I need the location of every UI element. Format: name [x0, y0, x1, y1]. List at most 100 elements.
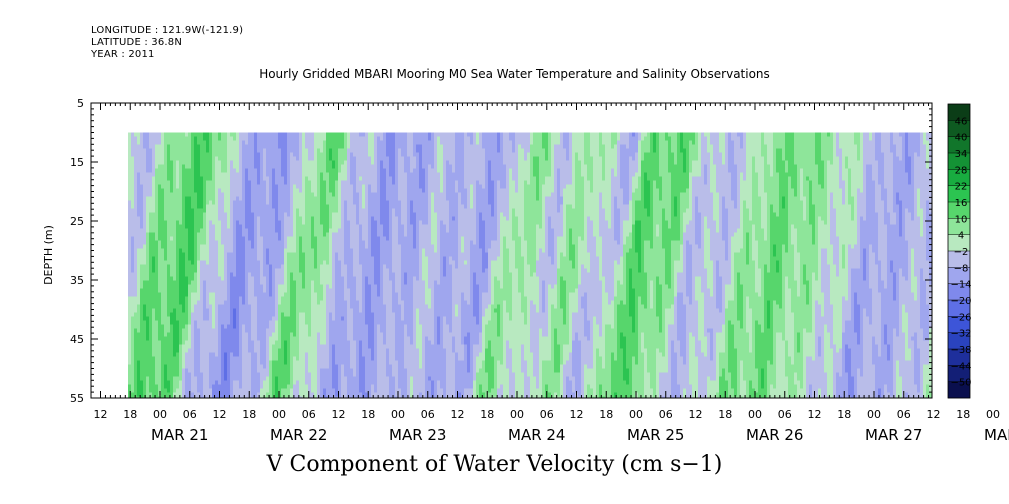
- heatmap-cell: [317, 205, 321, 210]
- heatmap-cell: [215, 269, 219, 274]
- heatmap-cell: [137, 349, 141, 354]
- heatmap-cell: [236, 285, 240, 290]
- heatmap-cell: [290, 297, 294, 302]
- heatmap-cell: [233, 189, 237, 194]
- heatmap-cell: [221, 141, 225, 146]
- heatmap-cell: [152, 289, 156, 294]
- heatmap-cell: [173, 145, 177, 150]
- heatmap-cell: [296, 389, 300, 394]
- heatmap-cell: [173, 257, 177, 262]
- heatmap-cell: [137, 325, 141, 330]
- heatmap-cell: [179, 225, 183, 230]
- heatmap-cell: [326, 341, 330, 346]
- heatmap-cell: [239, 149, 243, 154]
- heatmap-cell: [281, 325, 285, 330]
- heatmap-cell: [284, 353, 288, 358]
- heatmap-cell: [287, 257, 291, 262]
- heatmap-cell: [341, 393, 345, 398]
- heatmap-cell: [335, 197, 339, 202]
- heatmap-cell: [281, 365, 285, 370]
- heatmap-cell: [179, 269, 183, 274]
- heatmap-cell: [326, 181, 330, 186]
- heatmap-cell: [314, 165, 318, 170]
- heatmap-cell: [176, 325, 180, 330]
- heatmap-cell: [155, 201, 159, 206]
- heatmap-cell: [299, 257, 303, 262]
- heatmap-cell: [146, 325, 150, 330]
- heatmap-cell: [146, 181, 150, 186]
- heatmap-cell: [326, 337, 330, 342]
- heatmap-cell: [152, 213, 156, 218]
- heatmap-cell: [347, 277, 351, 282]
- heatmap-cell: [344, 393, 348, 398]
- heatmap-cell: [221, 161, 225, 166]
- heatmap-cell: [308, 277, 312, 282]
- heatmap-cell: [164, 365, 168, 370]
- heatmap-cell: [218, 161, 222, 166]
- heatmap-cell: [329, 225, 333, 230]
- heatmap-cell: [323, 137, 327, 142]
- heatmap-cell: [197, 265, 201, 270]
- heatmap-cell: [332, 269, 336, 274]
- heatmap-cell: [155, 329, 159, 334]
- heatmap-cell: [185, 345, 189, 350]
- heatmap-cell: [317, 333, 321, 338]
- heatmap-cell: [296, 377, 300, 382]
- heatmap-cell: [200, 345, 204, 350]
- heatmap-cell: [212, 193, 216, 198]
- heatmap-cell: [140, 349, 144, 354]
- heatmap-cell: [269, 229, 273, 234]
- heatmap-cell: [179, 189, 183, 194]
- heatmap-cell: [272, 389, 276, 394]
- heatmap-cell: [200, 189, 204, 194]
- heatmap-cell: [137, 245, 141, 250]
- heatmap-cell: [185, 161, 189, 166]
- heatmap-cell: [242, 217, 246, 222]
- heatmap-cell: [266, 329, 270, 334]
- heatmap-cell: [278, 221, 282, 226]
- heatmap-cell: [194, 133, 198, 138]
- heatmap-cell: [176, 213, 180, 218]
- heatmap-cell: [329, 373, 333, 378]
- heatmap-cell: [182, 281, 186, 286]
- heatmap-cell: [191, 381, 195, 386]
- heatmap-cell: [161, 149, 165, 154]
- heatmap-cell: [287, 377, 291, 382]
- heatmap-cell: [194, 189, 198, 194]
- heatmap-cell: [200, 317, 204, 322]
- heatmap-cell: [335, 389, 339, 394]
- heatmap-cell: [308, 173, 312, 178]
- heatmap-cell: [233, 301, 237, 306]
- heatmap-cell: [194, 333, 198, 338]
- heatmap-cell: [254, 241, 258, 246]
- heatmap-cell: [326, 141, 330, 146]
- heatmap-cell: [146, 337, 150, 342]
- heatmap-cell: [164, 369, 168, 374]
- heatmap-cell: [131, 161, 135, 166]
- heatmap-cell: [203, 345, 207, 350]
- heatmap-cell: [314, 153, 318, 158]
- heatmap-cell: [338, 173, 342, 178]
- heatmap-cell: [173, 165, 177, 170]
- heatmap-cell: [224, 213, 228, 218]
- heatmap-cell: [182, 221, 186, 226]
- heatmap-cell: [233, 209, 237, 214]
- heatmap-cell: [212, 293, 216, 298]
- heatmap-cell: [248, 325, 252, 330]
- heatmap-cell: [296, 137, 300, 142]
- heatmap-cell: [314, 193, 318, 198]
- heatmap-cell: [305, 349, 309, 354]
- heatmap-cell: [278, 261, 282, 266]
- heatmap-cell: [341, 149, 345, 154]
- heatmap-cell: [131, 209, 135, 214]
- heatmap-cell: [254, 197, 258, 202]
- heatmap-cell: [266, 133, 270, 138]
- heatmap-cell: [296, 385, 300, 390]
- heatmap-cell: [182, 293, 186, 298]
- heatmap-cell: [158, 201, 162, 206]
- heatmap-cell: [239, 249, 243, 254]
- heatmap-cell: [170, 277, 174, 282]
- heatmap-cell: [338, 165, 342, 170]
- heatmap-cell: [131, 233, 135, 238]
- heatmap-cell: [143, 357, 147, 362]
